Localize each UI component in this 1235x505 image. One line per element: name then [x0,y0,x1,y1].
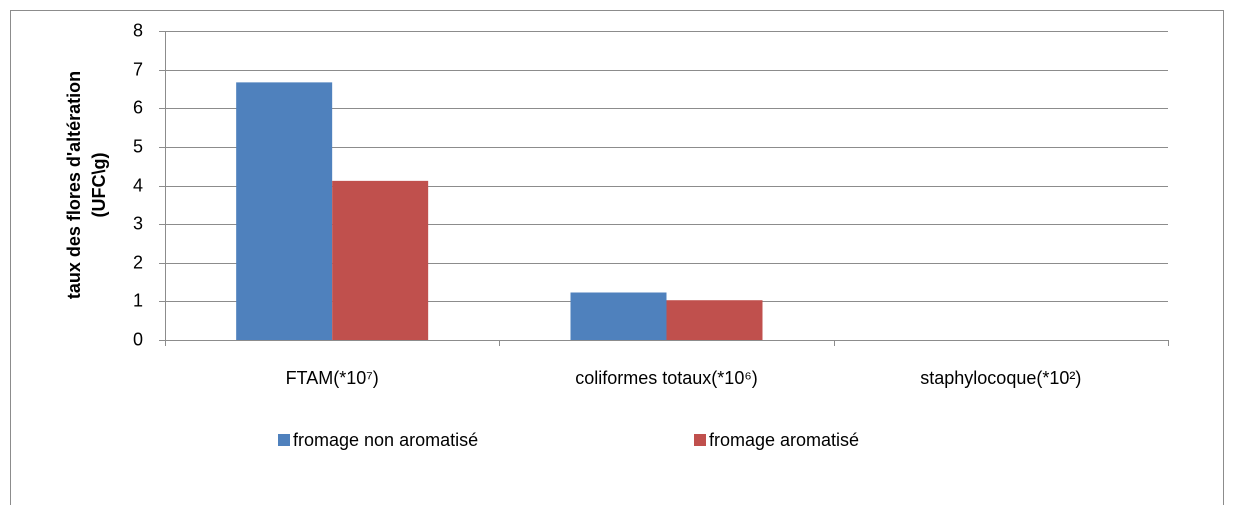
y-tick-label: 0 [133,329,143,349]
legend-label: fromage non aromatisé [293,430,478,450]
y-axis-label: (UFC\g) [89,153,109,218]
y-tick-label: 2 [133,252,143,272]
bar [332,180,429,340]
y-tick-label: 3 [133,213,143,233]
bar [236,82,333,340]
y-axis-label: taux des flores d'altération [64,71,84,299]
y-tick-label: 5 [133,136,143,156]
y-tick-label: 4 [133,175,143,195]
x-tick-label: FTAM(*10⁷) [286,368,379,388]
bar [570,292,667,340]
y-tick-label: 1 [133,290,143,310]
y-tick-label: 8 [133,20,143,40]
legend-swatch [278,434,290,446]
bar [666,300,763,340]
legend-label: fromage aromatisé [709,430,859,450]
x-tick-label: staphylocoque(*10²) [920,368,1081,388]
y-tick-label: 7 [133,59,143,79]
legend-swatch [694,434,706,446]
y-tick-label: 6 [133,97,143,117]
chart-frame [10,10,1224,505]
x-tick-label: coliformes totaux(*10⁶) [575,368,757,388]
